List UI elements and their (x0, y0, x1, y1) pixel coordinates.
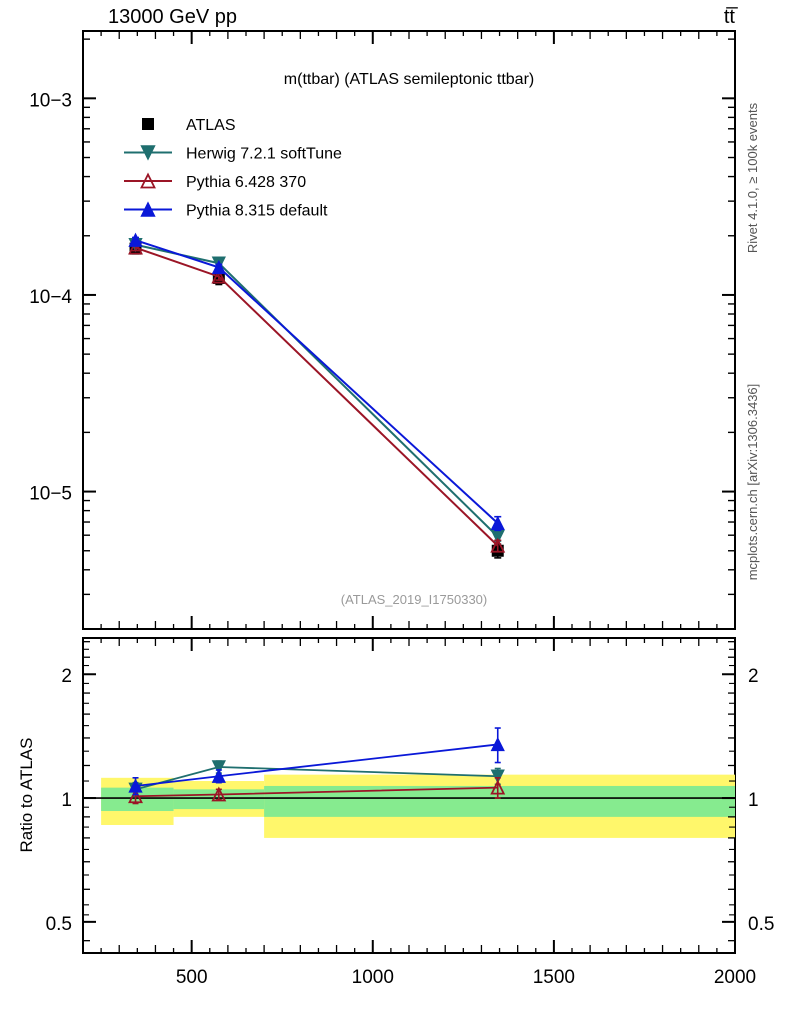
ratio-y-tick-label-right: 2 (748, 666, 759, 687)
data-point-marker (211, 259, 226, 275)
series-pythia-6-428-370 (128, 239, 506, 553)
data-point-marker (490, 779, 506, 795)
header-process-label: tt̅ (724, 6, 738, 28)
main-y-axis-ticks: 10−3 10−4 10−5 (29, 38, 735, 630)
data-point-marker (128, 778, 143, 793)
data-point-marker (211, 268, 227, 284)
legend-label: Herwig 7.2.1 softTune (186, 146, 342, 163)
legend-label: ATLAS (186, 117, 236, 134)
series-pythia-8-315-default (128, 232, 505, 532)
data-point-marker (490, 736, 505, 752)
data-point-marker (490, 769, 505, 784)
data-point-marker (211, 768, 226, 783)
data-point-marker (142, 118, 154, 130)
ratio-y-tick-label-right: 1 (748, 790, 759, 811)
plot-title: m(ttbar) (ATLAS semileptonic ttbar) (284, 71, 534, 88)
ratio-x-axis-ticks: 500 1000 1500 2000 (82, 638, 756, 988)
main-y-tick-label: 10−5 (29, 484, 72, 505)
data-point-marker (211, 786, 227, 802)
data-point-marker (140, 145, 156, 161)
data-point-marker (490, 537, 506, 553)
svg-text:Ratio to ATLAS: Ratio to ATLAS (17, 738, 36, 853)
ratio-axis-title: Ratio to ATLAS (17, 738, 36, 853)
series-line (135, 246, 499, 547)
side-label-mcplots: mcplots.cern.ch [arXiv:1306.3436] (745, 384, 760, 581)
x-tick-label: 1000 (352, 967, 394, 988)
band-step (264, 785, 735, 817)
legend-item-herwig-7-2-1-softtune[interactable]: Herwig 7.2.1 softTune (124, 145, 342, 163)
ratio-y-tick-label-left: 1 (61, 790, 72, 811)
x-tick-label: 500 (176, 967, 208, 988)
side-credits: Rivet 4.1.0, ≥ 100k events mcplots.cern.c… (745, 102, 760, 580)
legend-item-pythia-6-428-370[interactable]: Pythia 6.428 370 (124, 172, 306, 191)
series-atlas (129, 242, 504, 559)
x-tick-label: 2000 (714, 967, 756, 988)
ratio-y-tick-label-left: 0.5 (46, 914, 72, 935)
band-step (101, 787, 174, 812)
legend-label: Pythia 6.428 370 (186, 174, 306, 191)
main-panel-annotations: m(ttbar) (ATLAS semileptonic ttbar) (ATLA… (284, 71, 534, 607)
data-point-marker (140, 201, 156, 217)
legend-item-atlas[interactable]: ATLAS (142, 117, 236, 134)
main-y-tick-label: 10−4 (29, 287, 72, 308)
header-row: 13000 GeV pp tt̅ (108, 6, 738, 28)
data-point-marker (140, 172, 156, 189)
ratio-y-tick-label-left: 2 (61, 666, 72, 687)
data-point-marker (490, 515, 505, 530)
legend: ATLAS Herwig 7.2.1 softTune Pythia 6.428 3… (124, 117, 342, 220)
main-x-axis-ticks (82, 31, 736, 629)
ratio-data-series (128, 727, 506, 805)
ratio-uncertainty-bands (101, 774, 735, 838)
data-point-marker (128, 232, 143, 247)
ratio-y-axis-ticks: 2 2 1 1 0.5 0.5 (46, 641, 774, 942)
x-tick-label: 1500 (533, 967, 575, 988)
main-data-series (128, 232, 506, 559)
header-beam-label: 13000 GeV pp (108, 6, 237, 28)
main-y-tick-label: 10−3 (29, 90, 72, 111)
legend-label: Pythia 8.315 default (186, 203, 328, 220)
analysis-watermark: (ATLAS_2019_I1750330) (341, 592, 487, 607)
main-panel-frame (82, 30, 736, 630)
data-point-marker (128, 788, 143, 804)
ratio-series-pythia-8-315-default (128, 727, 505, 796)
ratio-y-tick-label-right: 0.5 (748, 914, 774, 935)
data-point-marker (211, 760, 226, 775)
legend-item-pythia-8-315-default[interactable]: Pythia 8.315 default (124, 201, 328, 220)
series-line (135, 239, 499, 524)
data-point-marker (128, 239, 143, 255)
side-label-rivet: Rivet 4.1.0, ≥ 100k events (745, 102, 760, 253)
